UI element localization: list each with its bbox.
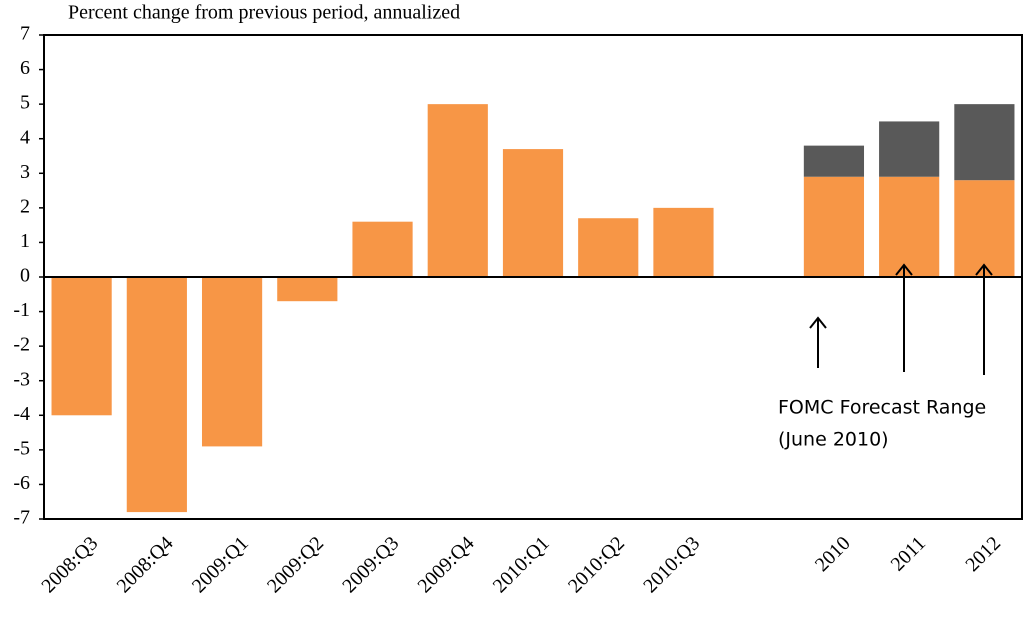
x-tick-label: 2009:Q1 — [188, 532, 253, 597]
y-tick-label: 2 — [20, 195, 30, 217]
bar — [126, 277, 187, 513]
annotation: (June 2010) — [778, 429, 889, 451]
bar — [201, 277, 263, 447]
bar — [277, 277, 338, 302]
x-tick-label: 2008:Q4 — [113, 532, 178, 597]
y-tick-label: -6 — [13, 472, 30, 494]
y-tick-label: -1 — [13, 299, 30, 321]
y-tick-label: -3 — [13, 368, 30, 390]
x-tick-label: 2009:Q3 — [338, 532, 403, 597]
y-tick-label: 4 — [20, 126, 30, 148]
chart-subtitle: Percent change from previous period, ann… — [68, 2, 460, 24]
x-tick-label: 2010 — [811, 532, 855, 576]
plot-area — [51, 104, 1015, 513]
x-tick-label: 2011 — [887, 532, 930, 575]
x-tick-label: 2009:Q4 — [413, 532, 478, 597]
y-tick-label: 0 — [20, 265, 30, 287]
arrow — [809, 316, 827, 368]
bar — [879, 121, 940, 177]
y-tick-label: -5 — [13, 437, 30, 459]
y-tick-label: -7 — [13, 507, 30, 529]
y-tick-label: 3 — [20, 161, 30, 183]
arrows — [809, 263, 993, 375]
bar — [427, 104, 488, 278]
arrow — [895, 263, 913, 372]
x-tick-label: 2010:Q2 — [564, 532, 629, 597]
bar — [803, 176, 865, 277]
bar — [51, 277, 112, 416]
bar — [502, 149, 564, 277]
bar — [803, 145, 865, 177]
arrow — [975, 263, 993, 375]
bar — [653, 207, 714, 277]
x-tick-label: 2010:Q3 — [639, 532, 704, 597]
bar — [954, 104, 1015, 181]
bar — [954, 180, 1015, 277]
bar — [352, 221, 413, 277]
bar — [879, 176, 940, 277]
x-tick-label: 2009:Q2 — [263, 532, 328, 597]
y-tick-label: 6 — [20, 57, 30, 79]
annotation: FOMC Forecast Range — [778, 397, 986, 419]
y-tick-label: 5 — [20, 92, 30, 114]
x-tick-label: 2010:Q1 — [489, 532, 554, 597]
y-tick-label: 1 — [20, 230, 30, 252]
y-tick-label: 7 — [20, 23, 30, 45]
y-tick-label: -2 — [13, 334, 30, 356]
y-tick-label: -4 — [13, 403, 30, 425]
bar — [578, 218, 639, 277]
x-tick-label: 2008:Q3 — [37, 532, 102, 597]
x-tick-label: 2012 — [961, 532, 1005, 576]
